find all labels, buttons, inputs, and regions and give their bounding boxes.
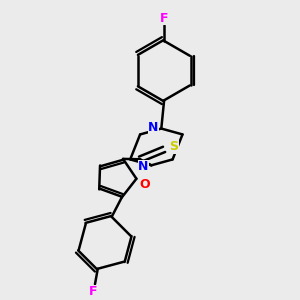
Text: N: N — [138, 160, 149, 173]
Text: S: S — [169, 140, 178, 153]
Text: O: O — [140, 178, 150, 191]
Text: F: F — [89, 285, 98, 298]
Text: F: F — [160, 12, 168, 25]
Text: N: N — [148, 121, 159, 134]
